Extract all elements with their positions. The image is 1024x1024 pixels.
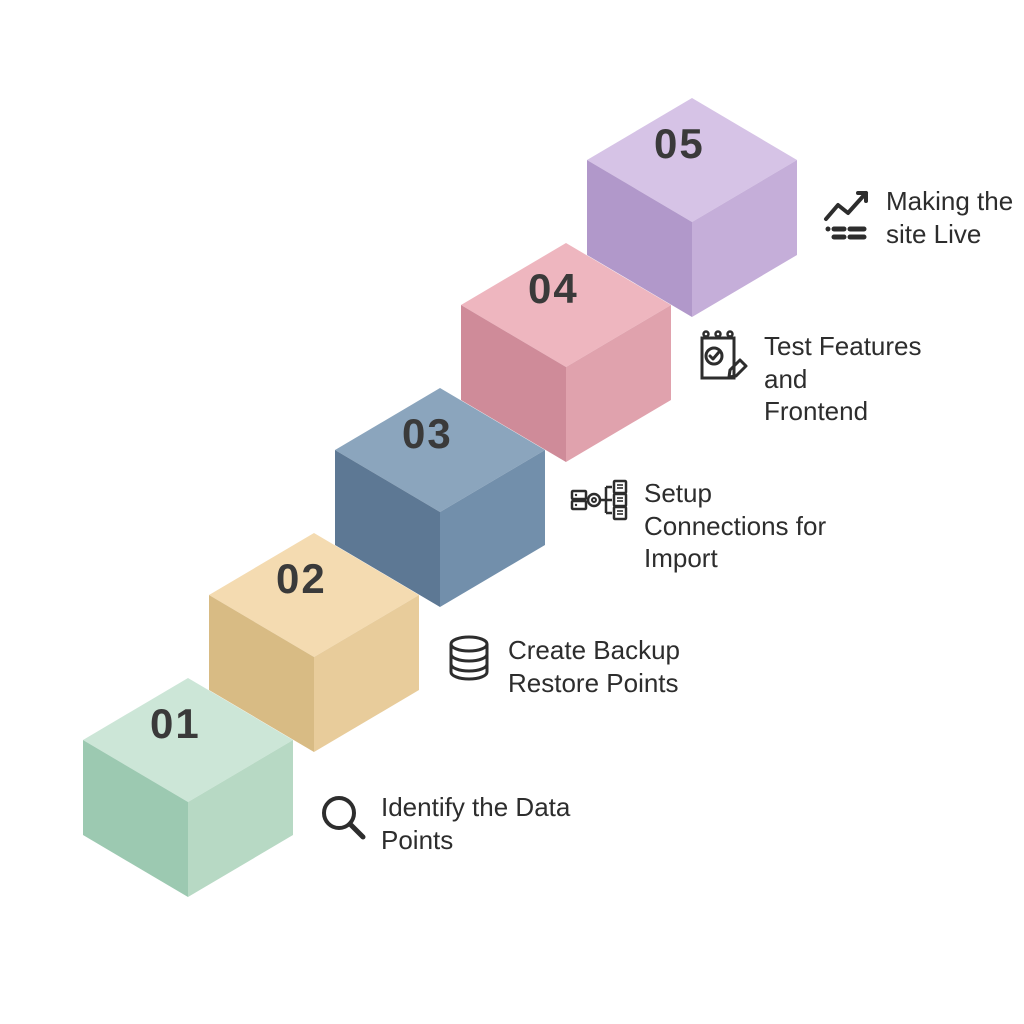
- step-number-02: 02: [276, 555, 327, 603]
- checklist-icon: [696, 330, 750, 391]
- step-number-03: 03: [402, 410, 453, 458]
- step-label-text-02: Create Backup Restore Points: [508, 634, 680, 699]
- infographic-stage: 01 02 03 04 05 Identify the Data Points Create…: [0, 0, 1024, 1024]
- step-label-01: Identify the Data Points: [317, 791, 577, 856]
- chart-up-icon: [822, 185, 872, 246]
- step-label-text-01: Identify the Data Points: [381, 791, 570, 856]
- step-label-04: Test Features and Frontend: [696, 330, 946, 428]
- step-number-01: 01: [150, 700, 201, 748]
- step-label-05: Making the site Live: [822, 185, 1024, 250]
- step-label-text-04: Test Features and Frontend: [764, 330, 922, 428]
- step-label-02: Create Backup Restore Points: [444, 634, 704, 699]
- step-label-text-05: Making the site Live: [886, 185, 1013, 250]
- step-label-text-03: Setup Connections for Import: [644, 477, 826, 575]
- magnifier-icon: [317, 791, 367, 846]
- integration-icon: [570, 477, 630, 530]
- step-number-05: 05: [654, 120, 705, 168]
- step-number-04: 04: [528, 265, 579, 313]
- database-icon: [444, 634, 494, 689]
- step-label-03: Setup Connections for Import: [570, 477, 850, 575]
